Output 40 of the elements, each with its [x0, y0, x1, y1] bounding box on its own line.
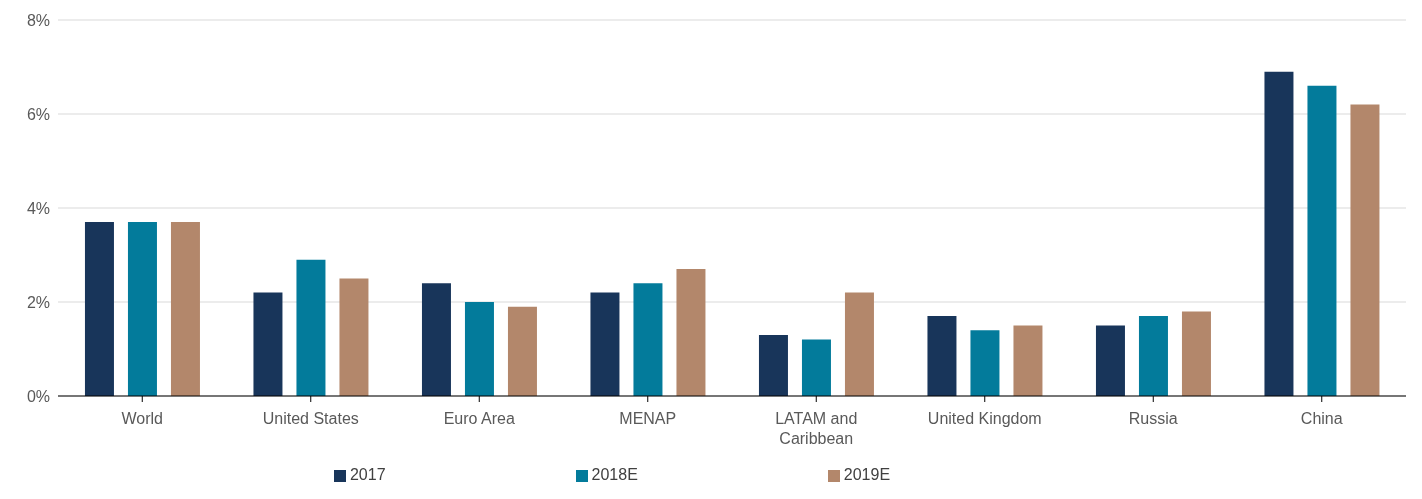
bar — [1095, 325, 1125, 396]
bar — [1350, 104, 1380, 396]
bar — [590, 292, 620, 396]
bar — [296, 259, 326, 396]
bar — [1307, 85, 1337, 396]
y-tick-label: 0% — [26, 387, 50, 405]
x-tick-label: Russia — [1128, 410, 1178, 427]
bar — [1181, 311, 1211, 396]
bar — [970, 330, 1000, 396]
bar — [507, 306, 537, 396]
bar — [801, 339, 831, 396]
bar — [464, 302, 494, 396]
legend-label: 2018E — [591, 466, 638, 483]
bar — [253, 292, 283, 396]
legend-label: 2017 — [349, 466, 386, 483]
x-tick-label: United Kingdom — [927, 410, 1042, 427]
bar — [758, 334, 788, 396]
bar — [1264, 71, 1294, 396]
bar — [84, 222, 114, 396]
x-tick-label: World — [121, 410, 163, 427]
bar — [1138, 316, 1168, 396]
y-tick-label: 2% — [26, 293, 50, 311]
y-tick-label: 6% — [26, 105, 50, 123]
x-tick-label: MENAP — [619, 410, 677, 427]
y-tick-label: 8% — [26, 11, 50, 29]
bar — [170, 222, 200, 396]
bar — [421, 283, 451, 396]
legend-label: 2019E — [843, 466, 891, 483]
bar — [127, 222, 157, 396]
y-tick-label: 4% — [26, 199, 50, 217]
bar — [927, 316, 957, 396]
x-tick-label: Euro Area — [443, 410, 515, 427]
bar — [1013, 325, 1043, 396]
x-tick-label: China — [1300, 410, 1343, 427]
bar — [633, 283, 663, 396]
bar — [844, 292, 874, 396]
x-tick-label: LATAM and Caribbean — [775, 410, 858, 447]
bar — [339, 278, 369, 396]
bar — [676, 269, 706, 396]
x-tick-label: United States — [262, 410, 359, 427]
